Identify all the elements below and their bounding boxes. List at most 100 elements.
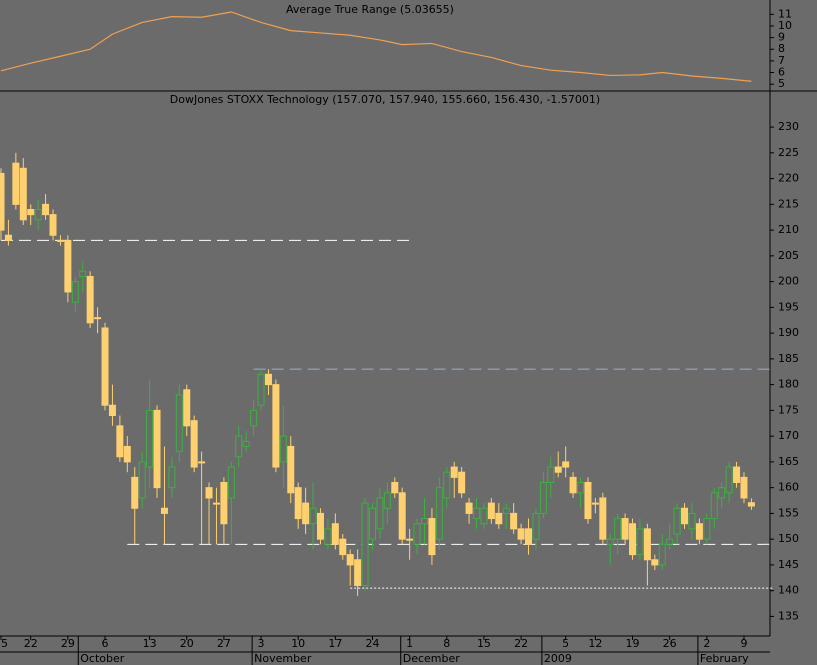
candle-body [146, 409, 154, 468]
x-tick-label: 10 [291, 637, 305, 650]
candle-body [346, 554, 354, 566]
x-tick-label: 9 [740, 637, 747, 650]
candle-body [294, 487, 302, 520]
candle-body [510, 512, 518, 530]
candle-body [718, 487, 726, 499]
candle-body [643, 528, 651, 561]
candle-body [302, 502, 310, 525]
month-label: December [403, 652, 461, 665]
candle-body [591, 502, 599, 505]
candle-body [198, 461, 206, 464]
y-tick-label: 195 [778, 300, 799, 313]
candle-body [450, 466, 458, 478]
candle-body [599, 497, 607, 540]
candle-body [562, 461, 570, 468]
candle-body [123, 445, 131, 463]
candle-body [220, 482, 228, 525]
candle-body [740, 476, 748, 499]
y-tick-label: 5 [778, 77, 785, 90]
candle-body [361, 502, 369, 587]
candle-body [577, 482, 585, 494]
y-tick-label: 230 [778, 120, 799, 133]
candle-body [673, 507, 681, 535]
candle-body [413, 523, 421, 545]
candle-body [331, 523, 339, 545]
y-tick-label: 190 [778, 326, 799, 339]
candle-body [733, 466, 741, 484]
y-tick-label: 180 [778, 378, 799, 391]
month-label: November [254, 652, 312, 665]
x-tick-label: 22 [24, 637, 38, 650]
y-tick-label: 220 [778, 172, 799, 185]
candle-body [480, 507, 488, 525]
y-tick-label: 160 [778, 481, 799, 494]
candle-body [487, 502, 495, 520]
candle-body [12, 162, 20, 205]
candle-body [138, 461, 146, 499]
y-tick-label: 170 [778, 429, 799, 442]
candle-body [183, 389, 191, 427]
y-tick-label: 7 [778, 54, 785, 67]
y-tick-label: 215 [778, 197, 799, 210]
candle-body [502, 507, 510, 514]
x-tick-label: 5 [562, 637, 569, 650]
candle-body [108, 404, 116, 417]
candle-body [339, 538, 347, 556]
x-tick-label: 19 [626, 637, 640, 650]
atr-title: Average True Range (5.03655) [286, 3, 454, 16]
candle-body [428, 518, 436, 556]
candle-body [227, 466, 235, 499]
y-tick-label: 10 [778, 19, 792, 32]
candle-body [324, 528, 332, 545]
candle-body [458, 471, 466, 494]
candle-body [71, 281, 79, 303]
candle-body [168, 466, 176, 489]
candle-body [94, 317, 102, 320]
main-title: DowJones STOXX Technology (157.070, 157.… [170, 93, 600, 106]
x-tick-label: 6 [102, 637, 109, 650]
candle-body [376, 497, 384, 530]
x-tick-label: 13 [143, 637, 157, 650]
y-tick-label: 175 [778, 403, 799, 416]
x-tick-label: 24 [365, 637, 379, 650]
candle-body [725, 466, 733, 494]
candle-body [473, 507, 481, 520]
y-tick-label: 150 [778, 532, 799, 545]
candle-body [383, 492, 391, 509]
candle-body [569, 476, 577, 494]
month-label: February [700, 652, 749, 665]
candle-body [584, 482, 592, 520]
candle-body [153, 409, 161, 489]
x-tick-label: 3 [258, 637, 265, 650]
candle-body [391, 482, 399, 494]
candle-body [101, 327, 109, 406]
candle-body [264, 373, 272, 386]
x-tick-label: 17 [328, 637, 342, 650]
x-tick-label: 12 [588, 637, 602, 650]
candle-body [279, 435, 287, 463]
candle-body [272, 384, 280, 468]
candle-body [614, 518, 622, 540]
x-tick-label: 22 [514, 637, 528, 650]
x-tick-label: 27 [217, 637, 231, 650]
candle-body [539, 482, 547, 514]
candle-body [465, 502, 473, 514]
candle-body [257, 373, 265, 406]
y-tick-label: 135 [778, 609, 799, 622]
candle-body [651, 559, 659, 566]
candle-body [116, 425, 124, 458]
candle-body [190, 420, 198, 468]
candle-body [525, 528, 533, 545]
y-tick-label: 185 [778, 352, 799, 365]
x-tick-label: 2 [703, 637, 710, 650]
x-tick-label: 15 [0, 637, 8, 650]
month-label: 2009 [544, 652, 572, 665]
candle-body [621, 518, 629, 540]
candle-body [554, 466, 562, 473]
y-tick-label: 9 [778, 31, 785, 44]
candle-body [532, 512, 540, 540]
candle-body [629, 523, 637, 556]
candle-body [175, 394, 183, 453]
